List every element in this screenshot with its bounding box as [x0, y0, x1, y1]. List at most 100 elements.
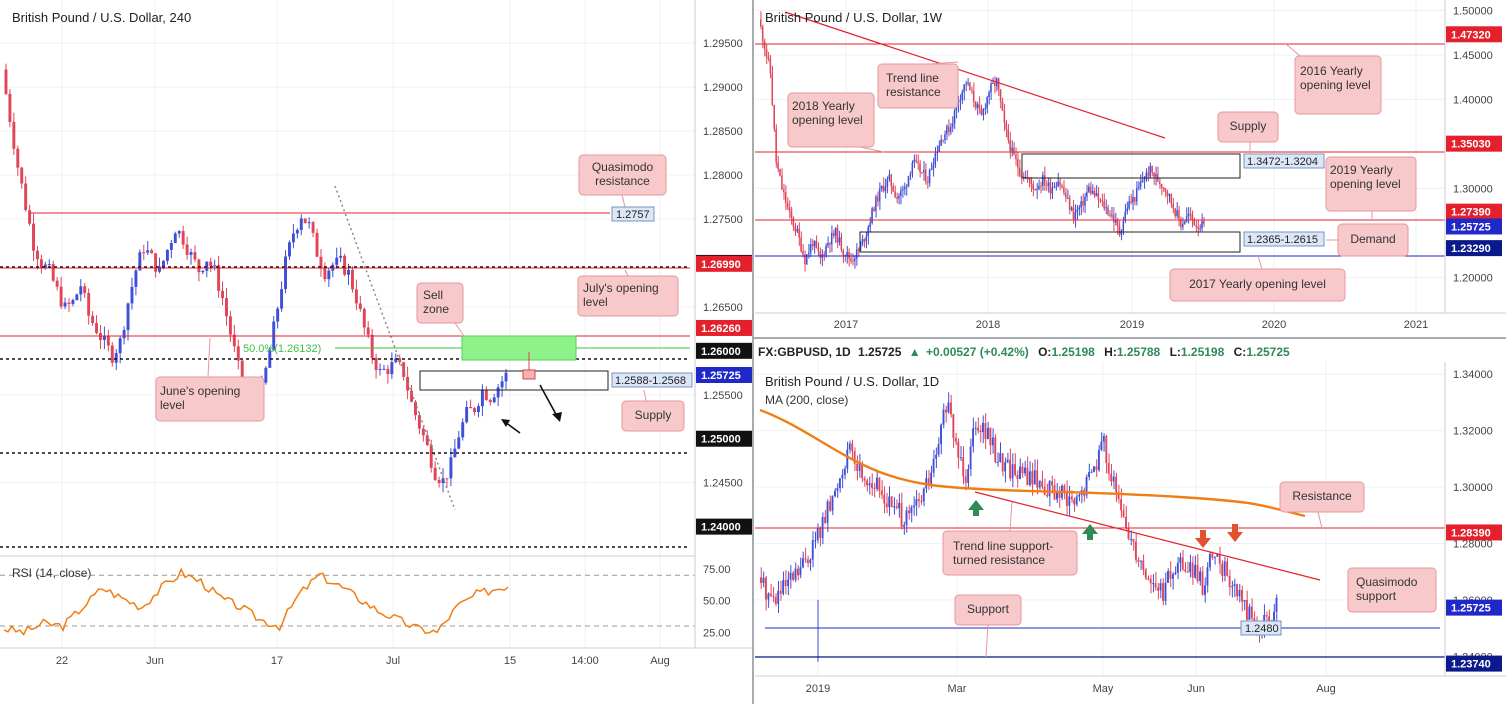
candle-body	[1034, 189, 1036, 191]
candle-body	[122, 330, 126, 339]
y-tick-label: 1.28000	[703, 170, 743, 182]
candle-body	[885, 503, 888, 508]
candle-body	[1147, 172, 1149, 177]
header-h-label: H:	[1104, 345, 1117, 359]
candle-body	[788, 207, 791, 211]
rsi-line	[3, 567, 509, 636]
candle-body	[917, 161, 919, 164]
candle-body	[91, 315, 95, 324]
y-tick-label: 1.25500	[703, 390, 743, 402]
candle-body	[165, 249, 169, 261]
candle-body	[1001, 453, 1004, 472]
candle-body	[315, 232, 319, 257]
candle-body	[984, 108, 986, 110]
candle-body	[461, 422, 465, 438]
candle-body	[784, 580, 787, 587]
candle-body	[1169, 571, 1172, 579]
candle-body	[189, 252, 193, 255]
candle-body	[928, 170, 931, 184]
candle-body	[829, 501, 831, 511]
svg-text:1.3472-1.3204: 1.3472-1.3204	[1247, 156, 1318, 168]
candle-body	[1116, 220, 1119, 227]
y-tick-label: 1.50000	[1453, 5, 1493, 17]
candle-body	[1213, 556, 1216, 558]
x-tick-label: Jun	[1187, 683, 1205, 695]
candle-body	[59, 286, 63, 307]
candle-body	[236, 346, 240, 361]
candle-body	[878, 188, 881, 202]
candle-body	[953, 110, 956, 124]
candle-body	[295, 229, 299, 234]
price-label-bg	[696, 319, 752, 336]
daily-trendline	[974, 491, 1321, 581]
candle-body	[846, 251, 848, 257]
candle-body	[868, 483, 871, 486]
weekly-chart[interactable]: 1.3472-1.3204 1.2365-1.2615 Trend line r…	[755, 0, 1506, 331]
candle-body	[945, 409, 947, 413]
callout-h4-supply: Supply	[621, 389, 685, 432]
price-label-bg	[696, 342, 752, 359]
candle-body	[205, 261, 209, 271]
candle-body	[441, 478, 445, 484]
candle-body	[382, 368, 386, 370]
candle-body	[1178, 210, 1180, 220]
candle-body	[915, 159, 917, 162]
candle-body	[996, 462, 999, 464]
candle-body	[972, 428, 974, 447]
candle-body	[969, 446, 972, 470]
candle-body	[1041, 175, 1044, 187]
candle-body	[1093, 466, 1095, 472]
candle-body	[1185, 216, 1188, 222]
x-tick-label: 17	[271, 655, 283, 667]
candle-body	[1003, 110, 1006, 123]
candle-body	[884, 186, 887, 191]
candle-body	[888, 174, 891, 180]
candle-body	[1125, 516, 1127, 529]
h4-chart[interactable]: 50.0%(1.26132) 1.2757 1.2588-1.2568 Quas…	[0, 0, 752, 704]
candle-body	[789, 572, 792, 580]
candle-body	[909, 173, 912, 177]
candle-body	[1021, 466, 1024, 474]
weekly-supply-zone	[1021, 153, 1241, 179]
candle-body	[335, 257, 339, 265]
daily-chart[interactable]: FX:GBPUSD, 1D 1.25725 ▲ +0.00527 (+0.42%…	[755, 345, 1506, 695]
x-tick-label: Aug	[650, 655, 670, 667]
candle-body	[1068, 496, 1071, 506]
candle-body	[934, 152, 937, 165]
callout-2019: 2019 Yearly opening level	[1325, 156, 1417, 220]
candle-body	[825, 245, 827, 256]
candle-body	[1095, 193, 1098, 196]
candle-body	[1130, 538, 1132, 540]
candle-body	[1170, 194, 1172, 204]
candle-body	[39, 259, 43, 268]
h4-title: British Pound / U.S. Dollar, 240	[12, 10, 191, 25]
candle-body	[1122, 221, 1125, 231]
candle-body	[846, 449, 849, 469]
candle-body	[936, 152, 938, 154]
callout-june-open: June's opening level	[155, 337, 265, 422]
candle-body	[1112, 476, 1115, 482]
candle-body	[1126, 208, 1128, 212]
candle-body	[477, 406, 480, 412]
candle-body	[1064, 192, 1067, 198]
candle-body	[959, 99, 962, 102]
candle-body	[130, 286, 134, 304]
daily-ma-label: MA (200, close)	[765, 393, 848, 407]
y-tick-label: 1.29500	[703, 38, 743, 50]
candle-body	[1070, 496, 1073, 500]
candle-body	[362, 308, 366, 328]
x-tick-label: 2019	[1120, 319, 1144, 331]
candle-body	[917, 499, 920, 501]
candle-body	[969, 82, 971, 91]
candle-body	[1201, 571, 1204, 595]
candle-body	[861, 239, 864, 245]
callout-sell-zone: Sell zone	[416, 282, 465, 337]
candle-body	[1063, 187, 1065, 193]
candle-body	[1038, 481, 1041, 488]
price-label-bg	[696, 518, 752, 535]
callout-weekly-supply: Supply	[1217, 111, 1279, 154]
candle-body	[500, 381, 504, 388]
candle-body	[1078, 494, 1081, 497]
candle-body	[883, 494, 886, 504]
